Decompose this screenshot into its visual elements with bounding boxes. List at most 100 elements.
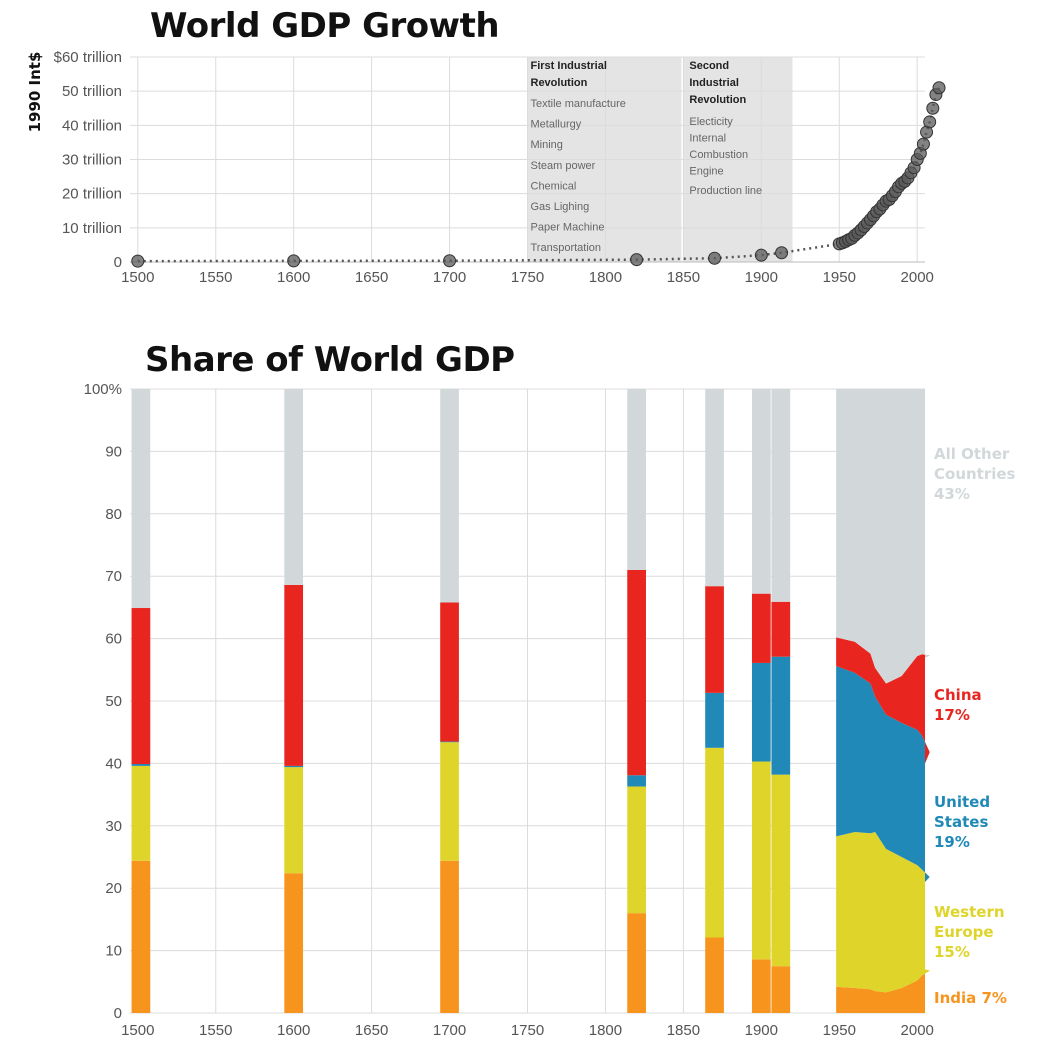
x-tick-label: 1700 <box>433 269 466 286</box>
bar-segment-china <box>705 586 724 693</box>
annotation-item: Engine <box>689 166 723 178</box>
x-tick-label: 1850 <box>667 269 700 286</box>
y-tick-label: 40 trillion <box>62 117 122 134</box>
bar-segment-all-other-countries <box>771 389 791 602</box>
bar-segment-china <box>131 608 151 765</box>
bar-segment-india <box>705 937 724 1013</box>
gdp-point <box>926 101 940 115</box>
y-tick-label: 100% <box>84 381 122 398</box>
bar-segment-china <box>627 569 646 776</box>
bar-segment-western-europe <box>627 786 646 914</box>
x-tick-label: 1900 <box>745 1022 778 1039</box>
bar-segment-western-europe <box>705 747 724 938</box>
legend-label-china: China <box>934 686 982 704</box>
annotation-heading: Revolution <box>689 94 746 106</box>
x-tick-label: 2000 <box>901 269 934 286</box>
legend-label-all-other-countries: 43% <box>934 485 970 503</box>
bar-segment-western-europe <box>751 761 771 960</box>
annotation-item: Combustion <box>689 149 748 161</box>
y-tick-label: 10 trillion <box>62 220 122 237</box>
legend-label-united-states: States <box>934 813 988 831</box>
bar-segment-united-states <box>284 765 304 768</box>
bar-segment-western-europe <box>440 742 459 861</box>
area-china <box>836 637 930 764</box>
bar-segment-all-other-countries <box>751 389 771 594</box>
annotation-item: Electicity <box>689 116 733 128</box>
chart-title-gdp-growth: World GDP Growth <box>150 6 500 46</box>
x-tick-label: 2000 <box>901 1022 934 1039</box>
x-tick-label: 1600 <box>277 269 310 286</box>
bar-segment-india <box>771 966 791 1013</box>
legend-label-all-other-countries: All Other <box>934 445 1010 463</box>
gdp-point <box>131 254 145 268</box>
annotation-item: Gas Lighing <box>531 201 590 213</box>
gdp-point <box>630 253 644 267</box>
x-tick-label: 1500 <box>121 1022 154 1039</box>
annotation-item: Mining <box>531 139 563 151</box>
bar-segment-china <box>771 601 791 657</box>
x-tick-label: 1950 <box>823 269 856 286</box>
gdp-point <box>932 81 946 95</box>
bar-segment-india <box>131 860 151 1013</box>
annotation-heading: Second <box>689 60 729 72</box>
bar-segment-united-states <box>627 775 646 787</box>
annotation-item: Chemical <box>531 180 577 192</box>
annotation-item: Production line <box>689 185 762 197</box>
bar-segment-united-states <box>440 741 459 743</box>
y-tick-label: 50 trillion <box>62 83 122 100</box>
bar-segment-india <box>751 959 771 1013</box>
x-tick-label: 1800 <box>589 1022 622 1039</box>
bar-segment-western-europe <box>284 767 304 874</box>
bar-segment-western-europe <box>771 774 791 967</box>
annotation-item: Internal <box>689 133 726 145</box>
annotation-heading: Industrial <box>689 77 739 89</box>
y-axis-label: 1990 Int$ <box>26 52 44 133</box>
bar-segment-china <box>440 602 459 742</box>
bar-segment-all-other-countries <box>627 389 646 570</box>
bar-segment-china <box>284 584 304 766</box>
gdp-point <box>923 115 937 129</box>
bar-segment-united-states <box>751 662 771 762</box>
legend-label-western-europe: 15% <box>934 943 970 961</box>
y-tick-label: 10 <box>105 943 122 960</box>
gdp-point <box>708 251 722 265</box>
bar-segment-india <box>284 873 304 1013</box>
y-tick-label: 30 trillion <box>62 152 122 169</box>
x-tick-label: 1550 <box>199 269 232 286</box>
y-tick-label: 80 <box>105 506 122 523</box>
legend-label-china: 17% <box>934 706 970 724</box>
bar-segment-all-other-countries <box>131 389 151 609</box>
gdp-point <box>443 254 457 268</box>
bar-segment-china <box>751 593 771 663</box>
gdp-point <box>775 246 789 260</box>
legend-label-western-europe: Europe <box>934 923 994 941</box>
chart-title-share-of-gdp: Share of World GDP <box>145 340 515 380</box>
x-tick-label: 1800 <box>589 269 622 286</box>
x-tick-label: 1850 <box>667 1022 700 1039</box>
bar-segment-all-other-countries <box>440 389 459 603</box>
x-tick-label: 1950 <box>823 1022 856 1039</box>
y-tick-label: 50 <box>105 693 122 710</box>
gdp-point <box>287 254 301 268</box>
annotation-item: Paper Machine <box>531 222 605 234</box>
area-india <box>836 969 930 1013</box>
y-tick-label: 30 <box>105 818 122 835</box>
bar-segment-western-europe <box>131 765 151 861</box>
x-tick-label: 1650 <box>355 1022 388 1039</box>
bar-segment-india <box>627 913 646 1013</box>
legend-label-india: India 7% <box>934 989 1007 1007</box>
y-tick-label: 70 <box>105 568 122 585</box>
area-united-states <box>836 666 930 882</box>
annotation-heading: Revolution <box>531 77 588 89</box>
bar-segment-india <box>440 860 459 1013</box>
area-western-europe <box>836 832 930 993</box>
x-tick-label: 1600 <box>277 1022 310 1039</box>
area-all-other-countries <box>836 389 930 684</box>
y-tick-label: $60 trillion <box>54 49 122 66</box>
x-tick-label: 1500 <box>121 269 154 286</box>
legend-label-united-states: United <box>934 793 990 811</box>
bar-segment-united-states <box>771 656 791 775</box>
y-tick-label: 60 <box>105 631 122 648</box>
legend-label-united-states: 19% <box>934 833 970 851</box>
bar-segment-united-states <box>705 692 724 748</box>
